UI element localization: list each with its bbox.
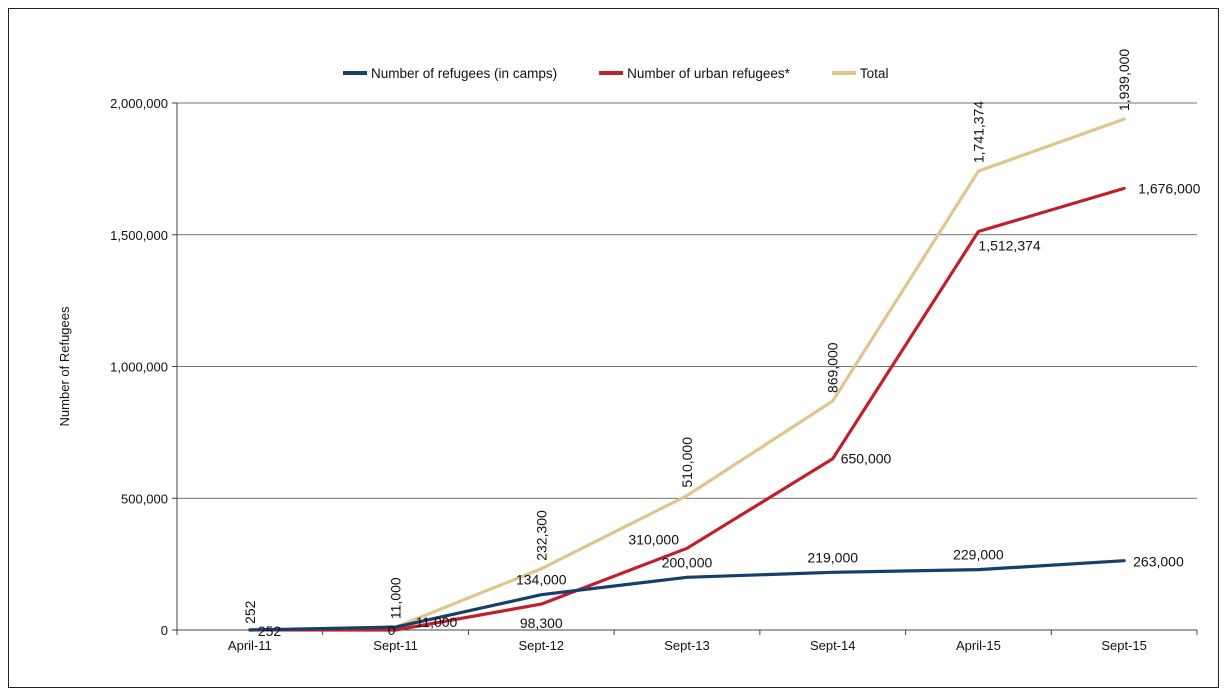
data-label: 11,000 [416, 614, 458, 630]
x-tick-label: April-11 [228, 638, 272, 653]
data-label: 1,676,000 [1138, 180, 1200, 196]
x-tick-label: Sept-14 [810, 638, 856, 653]
y-tick-label: 0 [161, 623, 168, 638]
series-line [248, 186, 1126, 632]
x-tick-label: Sept-13 [664, 638, 710, 653]
x-tick-label: Sept-11 [373, 638, 418, 653]
data-label: 650,000 [841, 451, 892, 467]
data-label: 1,741,374 [970, 101, 986, 163]
x-tick-label: April-15 [956, 638, 1001, 653]
data-labels: 11,000 134,000 200,000 219,000 229,000 263,00… [242, 49, 1201, 639]
legend-entry: Number of refugees (in camps) [371, 66, 557, 81]
line-chart: 0 500,000 1,000,000 1,500,000 2,000,000 April… [57, 49, 1201, 653]
data-label: 252 [258, 623, 282, 639]
data-label: 263,000 [1133, 554, 1184, 570]
series-line [248, 559, 1126, 632]
legend-entry: Number of urban refugees* [627, 66, 791, 81]
chart-frame: 0 500,000 1,000,000 1,500,000 2,000,000 April… [8, 8, 1219, 688]
data-label: 1,512,374 [978, 237, 1040, 253]
x-tick-label: Sept-12 [519, 638, 565, 653]
data-label: 134,000 [516, 572, 567, 588]
y-tick-label: 2,000,000 [110, 96, 168, 111]
data-label: 252 [242, 600, 258, 624]
series-lines [248, 117, 1126, 632]
data-label: 232,300 [533, 510, 549, 561]
y-tick-label: 1,500,000 [110, 228, 168, 243]
legend: Number of refugees (in camps) Number of u… [343, 66, 888, 81]
data-label: 229,000 [953, 547, 1004, 563]
x-tick-label: Sept-15 [1101, 638, 1147, 653]
axes: 0 500,000 1,000,000 1,500,000 2,000,000 April… [110, 96, 1198, 653]
legend-entry: Total [860, 66, 889, 81]
data-label: 219,000 [807, 549, 858, 565]
data-label: 510,000 [679, 437, 695, 488]
y-axis-title: Number of Refugees [57, 306, 72, 426]
data-label: 98,300 [520, 615, 563, 631]
y-tick-label: 500,000 [121, 491, 168, 506]
y-tick-label: 1,000,000 [110, 360, 168, 375]
data-label: 310,000 [628, 531, 679, 547]
data-label: 0 [388, 622, 396, 638]
data-label: 11,000 [388, 577, 404, 619]
gridlines [177, 102, 1197, 499]
data-label: 869,000 [825, 342, 841, 393]
data-label: 1,939,000 [1116, 49, 1132, 111]
data-label: 200,000 [662, 554, 713, 570]
